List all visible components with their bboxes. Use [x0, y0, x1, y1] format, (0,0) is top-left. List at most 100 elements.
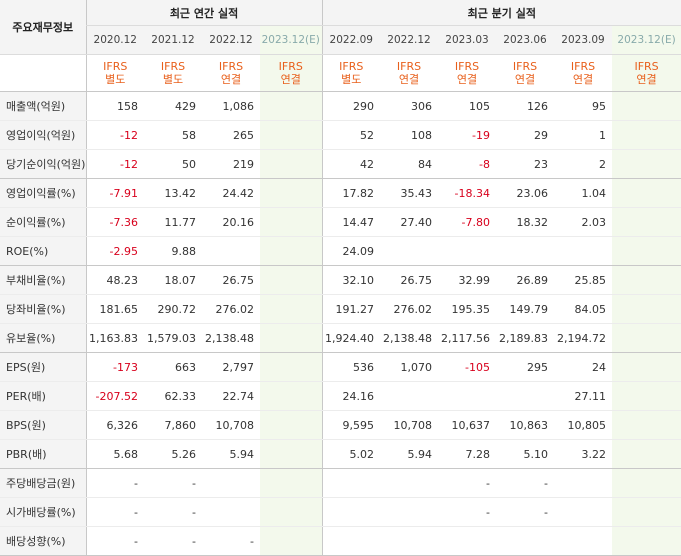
value-cell — [554, 526, 613, 556]
table-row: BPS(원) 6,326 7,860 10,708 9,595 10,708 10,637 1… — [0, 410, 681, 440]
basis-header: IFRS 연결 — [612, 54, 681, 92]
value-cell: 10,805 — [554, 410, 613, 440]
table-row: PBR(배) 5.68 5.26 5.94 5.02 5.94 7.28 5.10 3.22 — [0, 439, 681, 469]
value-cell: 24.42 — [202, 178, 260, 208]
value-cell: -207.52 — [85, 381, 144, 411]
value-cell: 48.23 — [85, 265, 144, 295]
value-cell — [612, 352, 681, 382]
value-cell — [438, 236, 497, 266]
value-cell: 1,163.83 — [85, 323, 144, 353]
value-cell: 276.02 — [380, 294, 439, 324]
value-cell: 2,138.48 — [202, 323, 260, 353]
value-cell — [612, 323, 681, 353]
table-row: ROE(%) -2.95 9.88 24.09 — [0, 236, 681, 266]
value-cell — [321, 497, 381, 527]
value-cell — [612, 497, 681, 527]
value-cell — [496, 236, 555, 266]
value-cell — [202, 236, 260, 266]
row-label: 순이익률(%) — [0, 207, 86, 237]
row-label-header: 주요재무정보 — [0, 0, 86, 55]
value-cell: 26.75 — [380, 265, 439, 295]
value-cell: 42 — [321, 149, 381, 179]
period-header: 2023.12(E) — [260, 25, 323, 55]
value-cell — [260, 439, 323, 469]
value-cell: 62.33 — [144, 381, 202, 411]
value-cell: -105 — [438, 352, 497, 382]
value-cell: 11.77 — [144, 207, 202, 237]
value-cell: 663 — [144, 352, 202, 382]
row-label: ROE(%) — [0, 236, 86, 266]
basis-header: IFRS 연결 — [554, 54, 613, 92]
accounting-standard: IFRS — [339, 60, 364, 73]
value-cell — [260, 207, 323, 237]
value-cell: 181.65 — [85, 294, 144, 324]
quarter-section-title: 최근 분기 실적 — [321, 0, 681, 26]
value-cell: - — [144, 468, 202, 498]
value-cell: -7.91 — [85, 178, 144, 208]
accounting-standard: IFRS — [570, 60, 596, 73]
basis-header: IFRS 연결 — [260, 54, 323, 92]
basis-header: IFRS 별도 — [85, 54, 144, 92]
period-header: 2023.03 — [438, 25, 497, 55]
value-cell — [612, 381, 681, 411]
value-cell: 58 — [144, 120, 202, 150]
value-cell: - — [85, 526, 144, 556]
value-cell — [496, 381, 555, 411]
accounting-standard: IFRS — [160, 60, 186, 73]
value-cell: 84.05 — [554, 294, 613, 324]
row-label: 주당배당금(원) — [0, 468, 86, 498]
value-cell: 23 — [496, 149, 555, 179]
value-cell: 2,194.72 — [554, 323, 613, 353]
value-cell — [321, 526, 381, 556]
period-header: 2022.09 — [321, 25, 381, 55]
value-cell — [260, 91, 323, 121]
value-cell — [612, 468, 681, 498]
value-cell: - — [438, 468, 497, 498]
value-cell: 9,595 — [321, 410, 381, 440]
value-cell: 5.94 — [202, 439, 260, 469]
value-cell: 22.74 — [202, 381, 260, 411]
value-cell — [260, 236, 323, 266]
value-cell: 7.28 — [438, 439, 497, 469]
table-row: PER(배) -207.52 62.33 22.74 24.16 27.11 — [0, 381, 681, 411]
value-cell: 6,326 — [85, 410, 144, 440]
value-cell: 13.42 — [144, 178, 202, 208]
value-cell — [380, 468, 439, 498]
value-cell: 52 — [321, 120, 381, 150]
consolidation-basis: 연결 — [514, 73, 536, 86]
value-cell — [380, 381, 439, 411]
value-cell: -7.36 — [85, 207, 144, 237]
value-cell: 27.40 — [380, 207, 439, 237]
value-cell: 18.07 — [144, 265, 202, 295]
period-header: 2020.12 — [85, 25, 144, 55]
value-cell: -12 — [85, 120, 144, 150]
value-cell — [612, 207, 681, 237]
row-label: PER(배) — [0, 381, 86, 411]
value-cell: 2 — [554, 149, 613, 179]
value-cell: 1.04 — [554, 178, 613, 208]
value-cell: -8 — [438, 149, 497, 179]
value-cell — [612, 294, 681, 324]
table-row: 유보율(%) 1,163.83 1,579.03 2,138.48 1,924.40 2,… — [0, 323, 681, 353]
table-row: 부채비율(%) 48.23 18.07 26.75 32.10 26.75 32.99 26.… — [0, 265, 681, 295]
value-cell: 9.88 — [144, 236, 202, 266]
accounting-standard: IFRS — [634, 60, 659, 73]
value-cell: 1,579.03 — [144, 323, 202, 353]
value-cell — [260, 323, 323, 353]
value-cell: 108 — [380, 120, 439, 150]
value-cell: 10,708 — [202, 410, 260, 440]
section-header-row: 주요재무정보 최근 연간 실적 최근 분기 실적 — [0, 0, 681, 55]
value-cell: 536 — [321, 352, 381, 382]
value-cell — [380, 526, 439, 556]
value-cell: 10,708 — [380, 410, 439, 440]
value-cell — [260, 410, 323, 440]
value-cell: 276.02 — [202, 294, 260, 324]
row-label: PBR(배) — [0, 439, 86, 469]
accounting-standard: IFRS — [512, 60, 538, 73]
value-cell: 2,117.56 — [438, 323, 497, 353]
value-cell: 10,863 — [496, 410, 555, 440]
table-row: 시가배당률(%) - - - - — [0, 497, 681, 527]
table-row: 주당배당금(원) - - - - — [0, 468, 681, 498]
value-cell — [612, 265, 681, 295]
